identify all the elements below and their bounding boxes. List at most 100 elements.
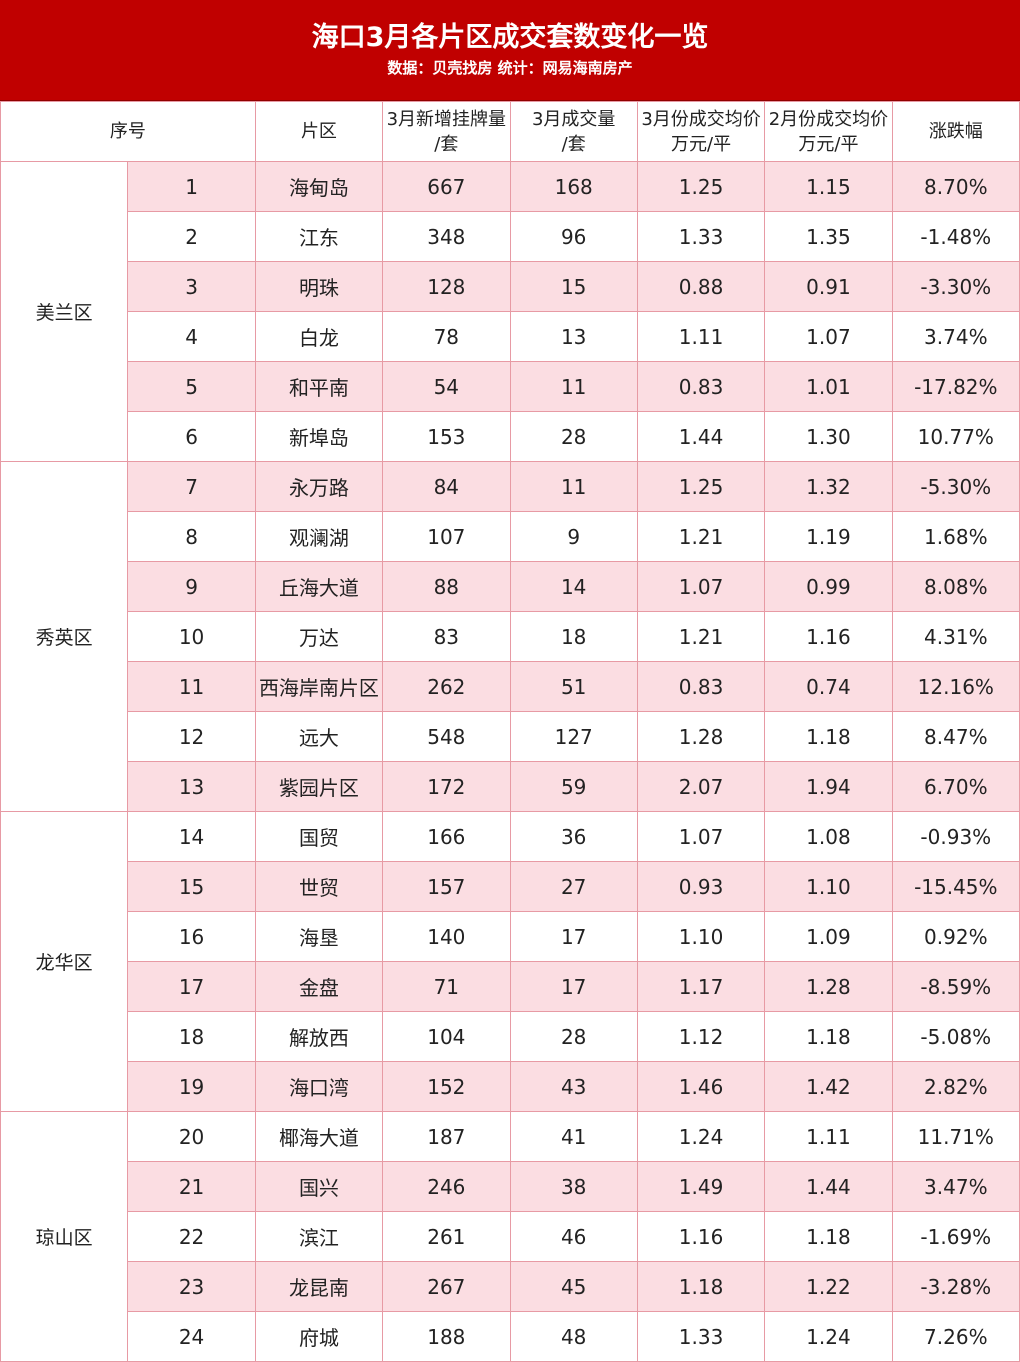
cell-deals: 46	[509, 1211, 638, 1262]
cell-mar-price: 1.11	[636, 311, 766, 362]
cell-listings: 153	[382, 411, 511, 462]
cell-no: 4	[127, 311, 256, 362]
cell-feb-price: 1.28	[764, 961, 893, 1012]
column-header-unit: /套	[434, 133, 459, 155]
cell-area: 永万路	[254, 461, 384, 512]
cell-mar-price: 0.88	[636, 261, 766, 312]
cell-mar-price: 1.17	[636, 961, 766, 1012]
column-header: 3月新增挂牌量/套	[382, 101, 511, 162]
cell-feb-price: 1.35	[764, 211, 893, 262]
cell-no: 17	[127, 961, 256, 1012]
cell-area: 海甸岛	[254, 161, 384, 212]
table-row: 21 国兴 246 38 1.49 1.44 3.47%	[1, 1161, 1020, 1212]
cell-feb-price: 1.07	[764, 311, 893, 362]
column-header: 2月份成交均价 万元/平	[764, 101, 893, 162]
column-header: 片区	[254, 101, 384, 162]
cell-no: 18	[127, 1011, 256, 1062]
cell-listings: 267	[382, 1261, 511, 1312]
cell-listings: 188	[382, 1311, 511, 1362]
cell-feb-price: 1.08	[764, 811, 893, 862]
cell-change: 11.71%	[891, 1111, 1020, 1162]
table-row: 美兰区 1 海甸岛 667 168 1.25 1.15 8.70%	[0, 161, 1020, 462]
cell-listings: 104	[382, 1011, 511, 1062]
data-source: 数据：贝壳找房 统计：网易海南房产	[387, 59, 633, 77]
cell-listings: 261	[382, 1211, 511, 1262]
cell-area: 府城	[254, 1311, 384, 1362]
cell-feb-price: 1.44	[764, 1161, 893, 1212]
table-row: 9 丘海大道 88 14 1.07 0.99 8.08%	[1, 561, 1020, 612]
table-row: 15 世贸 157 27 0.93 1.10 -15.45%	[1, 861, 1020, 912]
column-header: 3月份成交均价 万元/平	[636, 101, 766, 162]
column-header-label: 3月份成交均价	[641, 108, 761, 130]
cell-listings: 140	[382, 911, 511, 962]
cell-no: 12	[127, 711, 256, 762]
cell-deals: 28	[509, 411, 638, 462]
cell-no: 2	[127, 211, 256, 262]
cell-listings: 84	[382, 461, 511, 512]
cell-mar-price: 1.33	[636, 1311, 766, 1362]
cell-area: 椰海大道	[254, 1111, 384, 1162]
cell-deals: 38	[509, 1161, 638, 1212]
cell-no: 14	[127, 811, 256, 862]
cell-deals: 43	[509, 1061, 638, 1112]
cell-deals: 28	[509, 1011, 638, 1062]
cell-deals: 127	[509, 711, 638, 762]
cell-mar-price: 1.28	[636, 711, 766, 762]
cell-no: 24	[127, 1311, 256, 1362]
cell-deals: 11	[509, 461, 638, 512]
cell-deals: 59	[509, 761, 638, 812]
cell-no: 21	[127, 1161, 256, 1212]
table-header-banner: 海口3月各片区成交套数变化一览 数据：贝壳找房 统计：网易海南房产	[0, 0, 1020, 101]
table-row: 24 府城 188 48 1.33 1.24 7.26%	[1, 1311, 1020, 1362]
cell-listings: 54	[382, 361, 511, 412]
cell-area: 西海岸南片区	[254, 661, 384, 712]
cell-no: 11	[127, 661, 256, 712]
cell-listings: 71	[382, 961, 511, 1012]
cell-no: 15	[127, 861, 256, 912]
cell-change: -15.45%	[891, 861, 1020, 912]
cell-no: 19	[127, 1061, 256, 1112]
cell-deals: 14	[509, 561, 638, 612]
district-cell: 琼山区	[0, 1111, 129, 1362]
column-header-label: 2月份成交均价	[768, 108, 889, 130]
cell-mar-price: 1.24	[636, 1111, 766, 1162]
cell-change: 2.82%	[891, 1061, 1020, 1112]
table-row: 4 白龙 78 13 1.11 1.07 3.74%	[1, 311, 1020, 362]
cell-area: 金盘	[254, 961, 384, 1012]
column-header-label: 3月新增挂牌量	[386, 108, 507, 130]
table-row: 10 万达 83 18 1.21 1.16 4.31%	[1, 611, 1020, 662]
cell-mar-price: 0.83	[636, 661, 766, 712]
cell-change: -0.93%	[891, 811, 1020, 862]
cell-listings: 348	[382, 211, 511, 262]
cell-change: 12.16%	[891, 661, 1020, 712]
cell-no: 10	[127, 611, 256, 662]
cell-deals: 17	[509, 911, 638, 962]
cell-mar-price: 1.07	[636, 561, 766, 612]
cell-deals: 17	[509, 961, 638, 1012]
cell-mar-price: 0.83	[636, 361, 766, 412]
cell-change: -8.59%	[891, 961, 1020, 1012]
cell-change: -1.69%	[891, 1211, 1020, 1262]
cell-feb-price: 0.99	[764, 561, 893, 612]
cell-listings: 157	[382, 861, 511, 912]
cell-area: 世贸	[254, 861, 384, 912]
cell-change: -17.82%	[891, 361, 1020, 412]
table-row: 6 新埠岛 153 28 1.44 1.30 10.77%	[1, 411, 1020, 462]
cell-listings: 83	[382, 611, 511, 662]
cell-feb-price: 1.09	[764, 911, 893, 962]
cell-deals: 45	[509, 1261, 638, 1312]
cell-listings: 78	[382, 311, 511, 362]
cell-listings: 667	[382, 161, 511, 212]
cell-mar-price: 1.18	[636, 1261, 766, 1312]
cell-deals: 11	[509, 361, 638, 412]
cell-deals: 168	[509, 161, 638, 212]
cell-area: 远大	[254, 711, 384, 762]
cell-area: 江东	[254, 211, 384, 262]
cell-area: 国贸	[254, 811, 384, 862]
cell-feb-price: 1.32	[764, 461, 893, 512]
cell-listings: 152	[382, 1061, 511, 1112]
table-row: 秀英区 7 永万路 84 11 1.25 1.32 -5.30%	[0, 461, 1020, 812]
cell-mar-price: 0.93	[636, 861, 766, 912]
cell-no: 16	[127, 911, 256, 962]
cell-mar-price: 1.46	[636, 1061, 766, 1112]
